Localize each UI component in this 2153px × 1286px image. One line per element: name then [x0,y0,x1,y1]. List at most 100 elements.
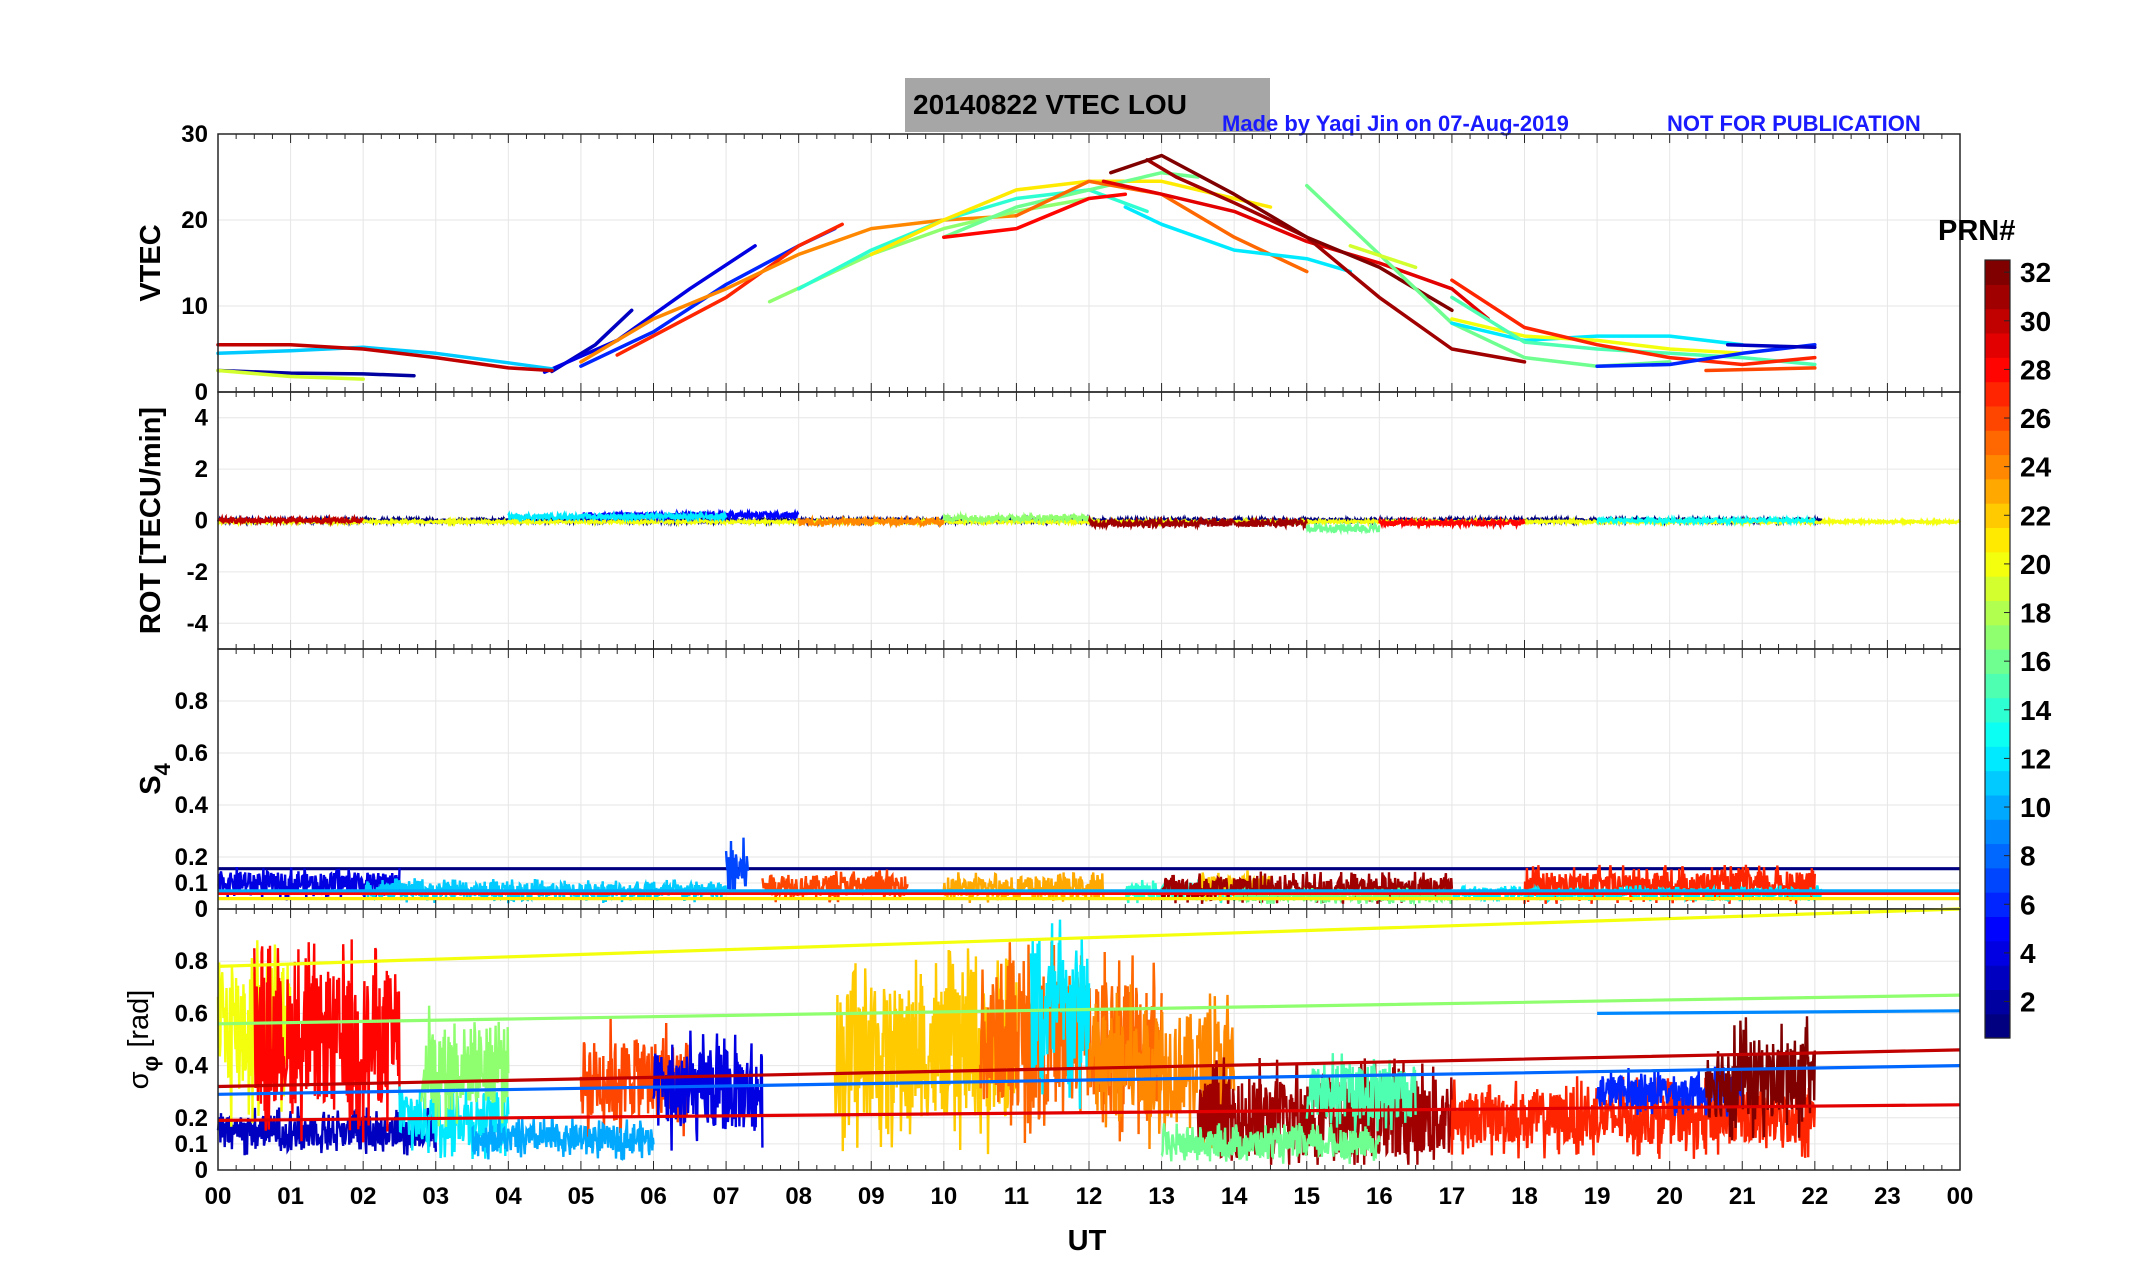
colorbar-cell-25 [1985,430,2010,456]
colorbar-tick-label: 22 [2020,500,2051,531]
colorbar-tick-label: 16 [2020,646,2051,677]
y-tick-label: 20 [181,207,208,234]
colorbar-tick-label: 4 [2020,938,2036,969]
title-box [905,78,1270,132]
x-tick-label: 06 [640,1183,667,1210]
y-tick-label: 0 [195,508,208,535]
panel-rot: -4 -2 0 2 4 ROT [TECU/min] [135,391,1962,650]
x-tick-label: 09 [858,1183,885,1210]
y-axis-label-unit: [rad] [123,990,155,1056]
rot-series-prn-5 [580,508,800,524]
sigphi-series-prn-3 [216,1106,437,1156]
sigphi-series-prn-20 [217,907,1961,968]
x-tick-label: 10 [930,1183,957,1210]
colorbar-cell-27 [1985,381,2010,407]
colorbar-tick-label: 30 [2020,306,2051,337]
publication-warning: NOT FOR PUBLICATION [1667,111,1921,136]
vtec-line-prn-14 [796,188,1149,291]
x-tick-label: 14 [1221,1183,1248,1210]
colorbar-tick-label: 12 [2020,743,2051,774]
x-tick-label: 00 [1947,1183,1974,1210]
x-tick-label: 07 [713,1183,740,1210]
x-tick-label: 23 [1874,1183,1901,1210]
x-tick-label: 01 [277,1183,304,1210]
colorbar-cell-23 [1985,478,2010,504]
y-tick-label: 0.1 [175,870,208,897]
vtec-line-prn-27 [615,222,844,357]
y-axis-label-vtec: VTEC [135,224,167,301]
vtec-line-prn-3 [1725,342,1817,350]
sigphi-series-prn-8 [217,1064,1961,1096]
vtec-line-prn-28 [942,192,1128,239]
rot-series-prn-12 [507,509,728,524]
colorbar-cell-3 [1985,965,2010,990]
y-axis-label-main: σ [123,1071,155,1089]
y-axis-label-sigphi: σφ [rad] [123,990,163,1090]
sigphi-series-prn-29 [217,1103,1961,1122]
s4-series-prn-7 [724,837,750,893]
vtec-line-prn-12 [1450,321,1745,347]
vtec-line-prn-4 [542,244,757,374]
sigphi-series-prn-28 [253,939,401,1143]
y-tick-label: 4 [195,405,209,432]
colorbar-tick-label: 14 [2020,695,2052,726]
vtec-line-prn-26 [1704,366,1817,373]
y-tick-label: -4 [187,610,209,637]
y-tick-label: 2 [195,456,208,483]
colorbar-tick-label: 10 [2020,792,2051,823]
colorbar-cell-5 [1985,916,2010,942]
colorbar-cell-29 [1985,332,2010,358]
figure-title: 20140822 VTEC LOU [913,89,1187,120]
sigphi-series-prn-17 [217,993,1961,1026]
y-tick-label: 0.8 [175,948,208,975]
sigphi-series-prn-12 [1029,919,1091,1109]
y-axis-label-subscript: φ [138,1056,163,1072]
colorbar-frame [1984,259,2011,1039]
x-tick-label: 17 [1439,1183,1466,1210]
colorbar-tick-label: 2 [2020,987,2036,1018]
rot-series-prn-24 [797,514,945,529]
panel-vtec: 0 10 20 30 VTEC [135,121,1961,406]
x-tick-label: 15 [1293,1183,1320,1210]
rot-series-prn-13 [1596,514,1816,527]
vtec-line-prn-32 [1109,153,1454,313]
y-axis-label-main: ROT [TECU/min] [135,407,167,634]
x-tick-label: 18 [1511,1183,1538,1210]
colorbar-tick-label: 18 [2020,598,2051,629]
sigphi-series-prn-10 [471,1116,655,1161]
y-tick-label: 10 [181,293,208,320]
vtec-line-prn-29 [1101,179,1490,321]
x-tick-label: 03 [422,1183,449,1210]
vtec-line-prn-12 [1123,205,1353,274]
colorbar-tick-label: 24 [2020,452,2052,483]
credit-note: Made by Yaqi Jin on 07-Aug-2019 [1222,111,1569,136]
y-tick-label: 0.2 [175,1105,208,1132]
x-tick-label: 21 [1729,1183,1756,1210]
x-tick-label: 16 [1366,1183,1393,1210]
vtec-line-prn-17 [767,196,1091,304]
x-tick-label: 20 [1656,1183,1683,1210]
x-tick-label: 08 [785,1183,812,1210]
colorbar-tick-label: 20 [2020,549,2051,580]
colorbar-tick-label: 8 [2020,841,2036,872]
x-tick-label: 12 [1076,1183,1103,1210]
colorbar-label: PRN# [1938,215,2015,247]
sigphi-series-prn-22 [833,948,1018,1155]
y-tick-label: 0 [195,896,208,923]
sigphi-series-prn-9 [1597,1009,1961,1015]
y-axis-label-main: VTEC [135,224,167,301]
y-tick-label: 0 [195,379,208,406]
y-axis-label-subscript: 4 [150,762,175,775]
vtec-line-prn-27 [1450,278,1817,367]
colorbar-cell-9 [1985,819,2010,845]
s4-series-prn-4 [217,866,401,901]
x-tick-label: 22 [1801,1183,1828,1210]
x-tick-label: 05 [568,1183,595,1210]
y-tick-label: 0.6 [175,1000,208,1027]
colorbar-cell-15 [1985,673,2010,699]
y-tick-label: 0.8 [175,688,208,715]
colorbar-cell-21 [1985,527,2010,553]
y-tick-label: 0.2 [175,844,208,871]
